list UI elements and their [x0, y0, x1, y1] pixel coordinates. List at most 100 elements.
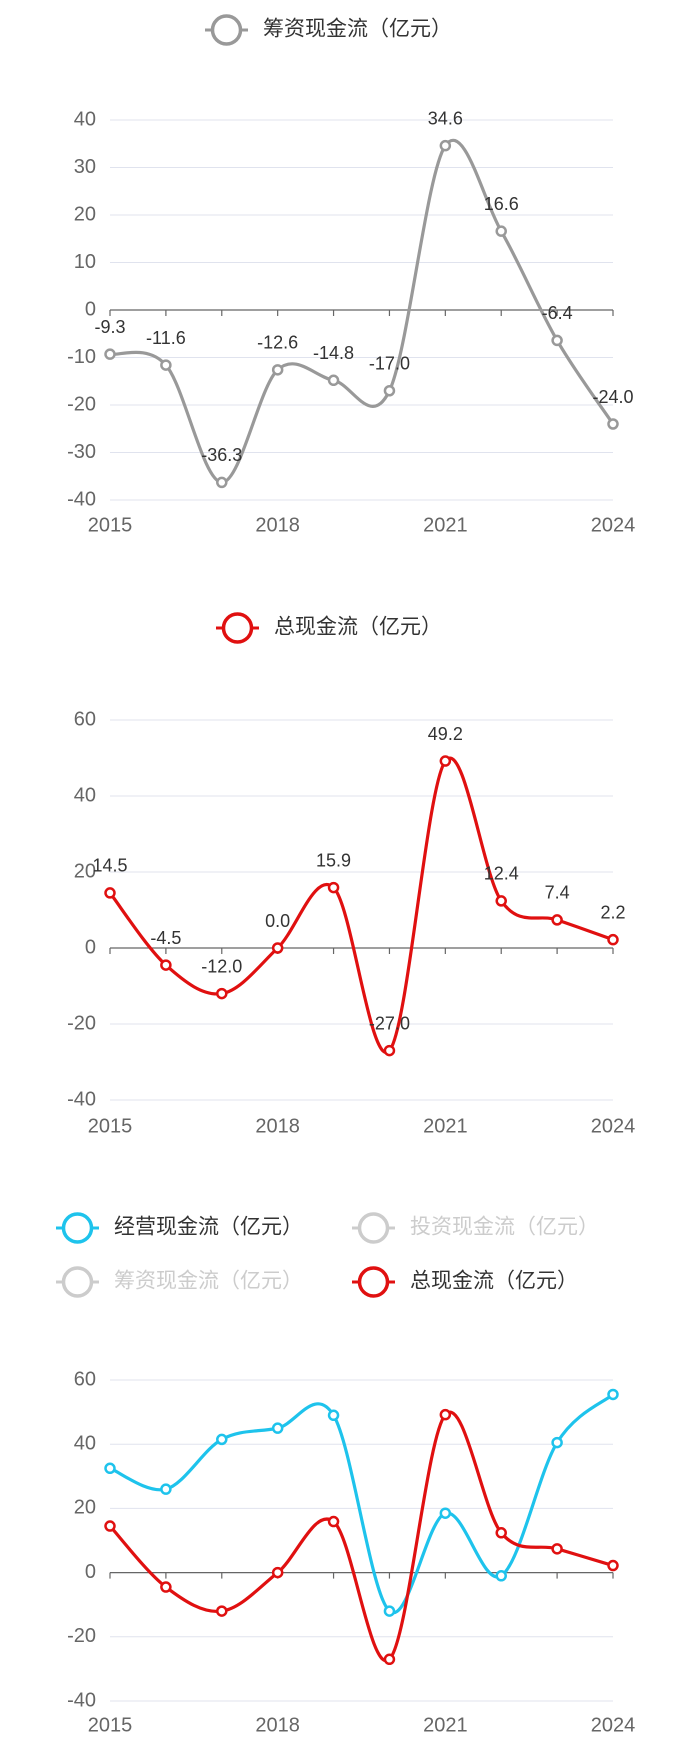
- y-tick-label: 20: [74, 860, 96, 882]
- x-tick-label: 2018: [255, 1714, 300, 1736]
- point: [439, 139, 452, 152]
- series-line: [108, 756, 614, 1055]
- point: [607, 933, 619, 946]
- data-label: -6.4: [542, 303, 573, 323]
- point: [607, 418, 619, 430]
- legend-label: 筹资现金流（亿元）: [263, 18, 452, 41]
- data-label: 14.5: [92, 856, 127, 876]
- point: [383, 1044, 396, 1057]
- point: [271, 364, 284, 376]
- y-tick-label: 40: [74, 108, 96, 130]
- y-tick-label: 30: [74, 156, 96, 178]
- data-label: 2.2: [600, 902, 625, 922]
- legend-icon-circle: [357, 1266, 390, 1298]
- point: [160, 1483, 172, 1495]
- series-line: [108, 1410, 614, 1663]
- x-tick-label: 2024: [591, 1115, 636, 1137]
- data-label: -27.0: [369, 1013, 410, 1033]
- point: [495, 1570, 507, 1582]
- y-tick-label: 0: [85, 298, 96, 320]
- y-tick-label: -30: [67, 441, 96, 463]
- point: [104, 1462, 116, 1475]
- point: [551, 1436, 563, 1449]
- data-label: 16.6: [484, 194, 519, 214]
- y-tick-label: 40: [74, 784, 96, 806]
- point: [216, 987, 228, 1000]
- point: [160, 359, 172, 371]
- legend-icon-circle: [210, 14, 243, 46]
- point: [607, 1559, 619, 1572]
- x-tick-label: 2015: [88, 1714, 133, 1736]
- point: [271, 942, 284, 954]
- point: [327, 1515, 340, 1528]
- data-label: 34.6: [428, 108, 463, 128]
- point: [495, 225, 507, 237]
- point: [216, 476, 228, 489]
- legend-icon-circle: [61, 1212, 94, 1244]
- legend-label: 总现金流（亿元）: [410, 1270, 578, 1293]
- point: [104, 348, 116, 360]
- series-line: [109, 1393, 615, 1615]
- legend-label: 总现金流（亿元）: [274, 616, 442, 639]
- point: [271, 1422, 284, 1434]
- x-tick-label: 2015: [88, 1115, 133, 1137]
- point: [439, 755, 452, 767]
- legend-label: 投资现金流（亿元）: [410, 1216, 599, 1239]
- data-label: 0.0: [265, 911, 290, 931]
- point: [551, 334, 563, 347]
- y-tick-label: -20: [67, 393, 96, 415]
- series-line: [109, 138, 615, 485]
- point: [327, 1409, 340, 1422]
- point: [383, 1605, 396, 1617]
- legend-label: 经营现金流（亿元）: [114, 1216, 303, 1239]
- y-tick-label: -40: [67, 1689, 96, 1711]
- point: [104, 887, 116, 899]
- x-tick-label: 2024: [591, 514, 636, 536]
- data-label: 49.2: [428, 724, 463, 744]
- y-tick-label: -10: [67, 346, 96, 368]
- point: [216, 1605, 228, 1617]
- x-tick-label: 2021: [423, 1714, 468, 1736]
- y-tick-label: 20: [74, 203, 96, 225]
- y-tick-label: -20: [67, 1012, 96, 1034]
- x-tick-label: 2018: [255, 1115, 300, 1137]
- data-label: 7.4: [545, 883, 570, 903]
- point: [551, 1543, 563, 1555]
- y-tick-label: 10: [74, 251, 96, 273]
- x-tick-label: 2015: [88, 514, 133, 536]
- data-label: -9.3: [94, 317, 125, 337]
- x-tick-label: 2021: [423, 514, 468, 536]
- y-tick-label: 0: [85, 936, 96, 958]
- x-tick-label: 2021: [423, 1115, 468, 1137]
- y-tick-label: -40: [67, 488, 96, 510]
- data-label: -4.5: [150, 928, 181, 948]
- point: [327, 881, 340, 894]
- data-label: -12.0: [201, 956, 242, 976]
- y-tick-label: 0: [85, 1561, 96, 1583]
- y-tick-label: 20: [74, 1497, 96, 1519]
- y-tick-label: 60: [74, 708, 96, 730]
- point: [271, 1566, 284, 1579]
- data-label: -12.6: [257, 333, 298, 353]
- data-label: -17.0: [369, 354, 410, 374]
- y-tick-label: -40: [67, 1088, 96, 1110]
- data-label: 15.9: [316, 850, 351, 870]
- point: [439, 1408, 452, 1421]
- legend-icon-circle: [221, 612, 254, 644]
- point: [216, 1433, 228, 1446]
- y-tick-label: -20: [67, 1625, 96, 1647]
- data-label: -24.0: [592, 387, 633, 407]
- legend-icon-circle: [61, 1266, 94, 1298]
- point: [383, 385, 396, 397]
- data-label: 12.4: [484, 864, 519, 884]
- point: [160, 959, 172, 971]
- x-tick-label: 2018: [255, 514, 300, 536]
- x-tick-label: 2024: [591, 1714, 636, 1736]
- point: [551, 914, 563, 926]
- y-tick-label: 40: [74, 1432, 96, 1454]
- data-label: -11.6: [146, 328, 186, 348]
- point: [495, 895, 507, 907]
- point: [104, 1520, 116, 1532]
- point: [439, 1507, 452, 1519]
